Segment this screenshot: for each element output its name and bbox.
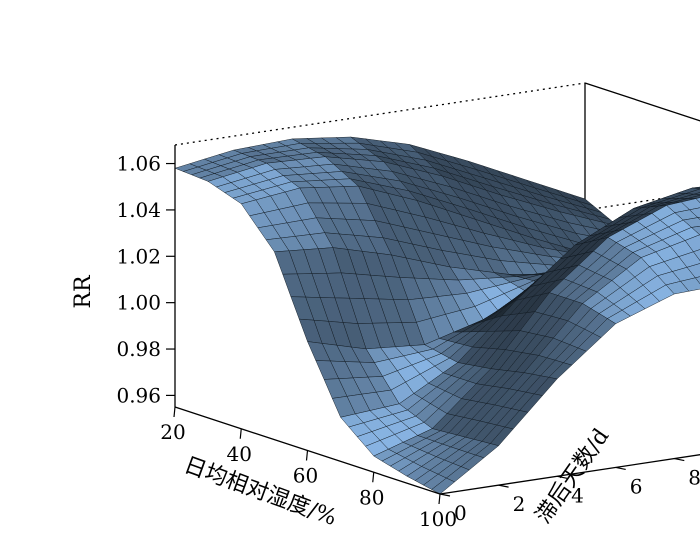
z-tick-label: 0.98 [116,337,161,361]
x-tick-label: 20 [160,420,185,444]
y-axis-label: 滞后天数/d [531,424,614,528]
y-axis: 02468101214 [439,457,700,525]
z-tick-label: 1.00 [116,291,161,315]
x-tick-label: 100 [419,507,457,531]
z-tick-label: 1.06 [116,152,161,176]
x-tick-mark [305,450,309,461]
y-tick-mark [557,475,568,479]
z-axis-label: RR [71,274,96,309]
z-axis: 0.96 0.98 1.00 1.02 1.04 1.06 [116,152,175,407]
y-tick-label: 4 [571,483,584,507]
y-tick-mark [498,484,509,488]
x-tick-label: 60 [293,464,318,488]
z-tick-label: 1.04 [116,198,161,222]
x-tick-label: 40 [227,442,252,466]
x-tick-mark [173,406,176,418]
y-tick-mark [674,457,685,462]
x-axis: 20 40 60 80 100 [160,406,457,531]
x-tick-label: 80 [359,485,384,509]
y-tick-label: 2 [513,492,526,516]
x-tick-mark [372,472,375,483]
z-tick-label: 1.02 [116,244,161,268]
y-tick-mark [439,493,451,497]
right-bottom-edge [439,454,700,495]
y-tick-label: 6 [630,474,643,498]
x-tick-mark [438,493,441,505]
top-left-dotted-edge [174,82,586,146]
back-top-edge [584,82,700,122]
response-surface [174,136,700,495]
z-tick-label: 0.96 [116,383,161,407]
y-tick-mark [615,466,626,471]
y-tick-label: 0 [454,501,467,525]
x-tick-mark [239,428,242,439]
y-tick-label: 8 [688,466,700,490]
